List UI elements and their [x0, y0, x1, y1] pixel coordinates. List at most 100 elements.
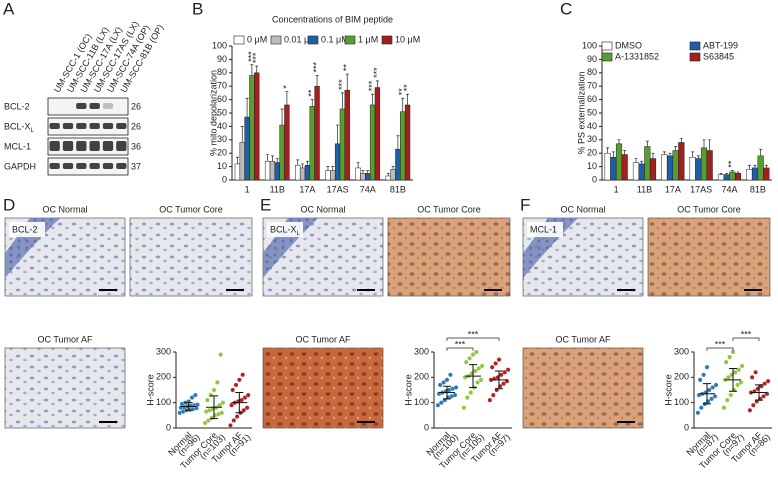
data-point	[219, 410, 225, 416]
mean-sd	[206, 395, 222, 420]
bar	[661, 154, 668, 181]
legend-swatch	[307, 35, 319, 45]
y-tick-label: 200	[156, 372, 171, 382]
data-point	[463, 359, 469, 365]
error-bar	[366, 170, 370, 174]
bar	[700, 147, 708, 181]
ihc-image	[387, 217, 511, 297]
error-bar	[725, 172, 729, 175]
error-bar	[719, 172, 723, 175]
data-point	[721, 405, 727, 411]
data-point	[479, 363, 485, 369]
bar	[390, 169, 396, 181]
bar	[604, 152, 611, 181]
data-point	[724, 397, 730, 403]
error-bar	[336, 124, 340, 144]
data-point	[704, 364, 710, 370]
mean-sd	[699, 383, 715, 405]
data-point	[505, 367, 511, 373]
legend-label: 0.1 μM	[321, 34, 349, 44]
stain-label-box	[527, 222, 563, 237]
image-label: OC Tumor AF	[555, 334, 611, 344]
significance: **	[307, 89, 317, 97]
y-axis-label: % PS externalization	[576, 71, 586, 154]
significance-bracket	[446, 337, 500, 341]
bar	[729, 171, 736, 181]
blot-band	[89, 141, 100, 151]
data-point	[206, 418, 211, 423]
significance-bracket	[732, 337, 760, 341]
y-tick-label: 0	[684, 422, 689, 432]
legend-swatch	[270, 35, 282, 45]
significance-bracket	[446, 347, 474, 351]
image-label: OC Tumor Core	[159, 204, 223, 214]
significance: ***	[251, 52, 261, 63]
y-tick-label: 100	[414, 397, 429, 407]
ihc-image	[522, 347, 644, 429]
y-tick-label: 0	[424, 422, 429, 432]
data-point	[242, 395, 248, 400]
y-tick-label: 10	[587, 161, 597, 171]
significance: **	[397, 88, 407, 96]
data-point	[189, 395, 195, 400]
data-point	[468, 390, 474, 395]
error-bar	[662, 151, 666, 155]
data-point	[475, 380, 480, 385]
data-point	[437, 382, 443, 388]
significance: **	[402, 84, 412, 92]
data-point	[728, 392, 734, 398]
data-point	[736, 367, 742, 373]
error-bar	[280, 108, 284, 126]
bar	[309, 106, 315, 181]
blot-band	[102, 103, 114, 109]
bar	[385, 175, 391, 181]
data-point	[695, 410, 701, 416]
data-point	[474, 349, 479, 355]
data-point	[464, 395, 470, 400]
molecular-weight: 26	[131, 121, 141, 131]
error-bar	[270, 155, 274, 162]
y-tick-label: 50	[217, 107, 227, 117]
y-tick-label: 0	[166, 422, 171, 432]
ihc-image	[262, 347, 384, 429]
error-bar	[651, 152, 655, 159]
y-tick-label: 200	[414, 372, 429, 382]
blot-band	[89, 163, 100, 169]
legend-swatch	[233, 35, 245, 45]
error-bar	[406, 93, 410, 105]
error-bar	[305, 160, 309, 166]
mean-sd	[491, 370, 507, 390]
error-bar	[759, 148, 763, 156]
data-point	[231, 418, 237, 423]
y-tick-label: 80	[217, 67, 227, 77]
legend-label: 10 μM	[395, 34, 420, 44]
legend-label: S63845	[703, 51, 734, 61]
bar	[672, 150, 679, 181]
error-bar	[235, 156, 239, 164]
significance: ***	[468, 329, 479, 339]
bar	[395, 148, 401, 181]
stain-label: BCL-XL	[270, 224, 301, 236]
bar	[404, 104, 411, 181]
image-label: OC Normal	[560, 204, 605, 214]
stain-label: BCL-2	[12, 224, 38, 234]
blot-band	[49, 141, 60, 151]
panel-label: C	[560, 0, 572, 18]
data-point	[478, 377, 484, 383]
blot-band	[89, 123, 100, 129]
bar	[330, 170, 336, 181]
blot-band	[76, 123, 87, 129]
blot-strip	[47, 117, 129, 136]
error-bar	[753, 164, 757, 168]
bar	[244, 116, 250, 181]
data-point	[723, 359, 729, 365]
mean-sd	[465, 364, 481, 388]
y-tick-label: 80	[587, 67, 597, 77]
legend-swatch	[381, 35, 393, 45]
bar	[615, 143, 623, 181]
molecular-weight: 36	[131, 141, 141, 151]
image-label: OC Tumor Core	[677, 204, 741, 214]
bar	[314, 85, 320, 181]
data-point	[493, 361, 498, 366]
legend-swatch	[689, 52, 701, 62]
